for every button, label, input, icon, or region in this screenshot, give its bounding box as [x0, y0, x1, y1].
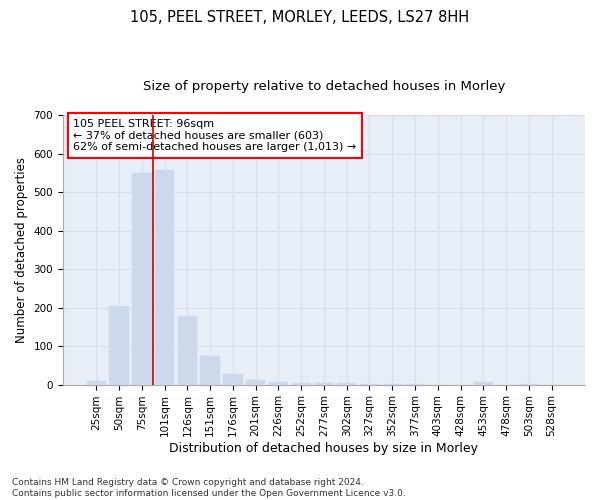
Text: 105, PEEL STREET, MORLEY, LEEDS, LS27 8HH: 105, PEEL STREET, MORLEY, LEEDS, LS27 8H… [130, 10, 470, 25]
Bar [292, 382, 311, 384]
Bar [155, 170, 174, 384]
Bar [86, 380, 106, 384]
Bar [132, 173, 152, 384]
Bar [246, 380, 265, 384]
Y-axis label: Number of detached properties: Number of detached properties [15, 157, 28, 343]
Bar [314, 382, 334, 384]
Title: Size of property relative to detached houses in Morley: Size of property relative to detached ho… [143, 80, 505, 93]
Bar [223, 374, 242, 384]
X-axis label: Distribution of detached houses by size in Morley: Distribution of detached houses by size … [169, 442, 478, 455]
Text: 105 PEEL STREET: 96sqm
← 37% of detached houses are smaller (603)
62% of semi-de: 105 PEEL STREET: 96sqm ← 37% of detached… [73, 119, 356, 152]
Bar [178, 316, 197, 384]
Bar [200, 356, 220, 384]
Text: Contains HM Land Registry data © Crown copyright and database right 2024.
Contai: Contains HM Land Registry data © Crown c… [12, 478, 406, 498]
Bar [109, 306, 129, 384]
Bar [473, 382, 493, 384]
Bar [269, 382, 288, 384]
